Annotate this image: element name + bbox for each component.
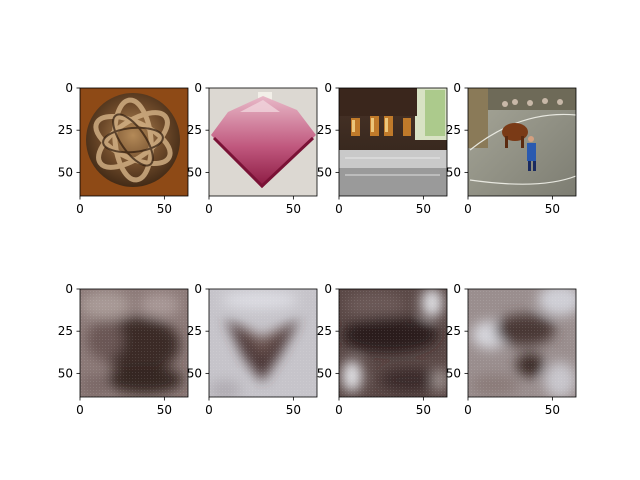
y-tick-label-r2c3-0: 0 [324, 282, 332, 296]
x-tick-label-r1c3-50: 50 [416, 202, 431, 216]
x-tick-label-r1c4-0: 0 [464, 202, 472, 216]
axes-layer: 0 50 0 25 50 0 50 0 25 50 0 50 0 25 50 0 50 0 25 50 0 50 0 25 50… [58, 81, 577, 417]
x-tick-label-r2c2-50: 50 [286, 403, 301, 417]
axes-frame-r2c2 [208, 288, 318, 398]
image-recon-1 [80, 289, 188, 397]
y-tick-label-r1c3-0: 0 [324, 81, 332, 95]
axes-frame-r2c3 [338, 288, 448, 398]
x-tick-label-r1c1-0: 0 [76, 202, 84, 216]
y-tick-label-r2c1-0: 0 [65, 282, 73, 296]
y-tick-label-r1c4-50: 50 [446, 165, 461, 179]
y-tick-label-r1c1-0: 0 [65, 81, 73, 95]
image-recon-4 [468, 289, 576, 397]
image-rattan-ball [80, 88, 188, 196]
y-tick-label-r1c3-25: 25 [317, 123, 332, 137]
axes-frame-r1c2 [208, 87, 318, 197]
x-tick-label-r2c4-50: 50 [545, 403, 560, 417]
y-tick-label-r2c1-50: 50 [58, 366, 73, 380]
x-tick-label-r2c3-0: 0 [335, 403, 343, 417]
image-poncho [209, 88, 317, 196]
x-tick-label-r2c1-50: 50 [157, 403, 172, 417]
y-tick-label-r1c4-0: 0 [453, 81, 461, 95]
y-tick-label-r1c4-25: 25 [446, 123, 461, 137]
y-tick-label-r2c2-0: 0 [194, 282, 202, 296]
x-tick-label-r2c2-0: 0 [205, 403, 213, 417]
y-tick-label-r1c2-50: 50 [187, 165, 202, 179]
x-tick-label-r2c4-0: 0 [464, 403, 472, 417]
x-tick-label-r1c3-0: 0 [335, 202, 343, 216]
x-tick-label-r1c1-50: 50 [157, 202, 172, 216]
x-tick-label-r2c3-50: 50 [416, 403, 431, 417]
y-tick-label-r1c1-50: 50 [58, 165, 73, 179]
y-tick-label-r2c4-0: 0 [453, 282, 461, 296]
image-recon-2 [209, 289, 317, 397]
x-tick-label-r1c4-50: 50 [545, 202, 560, 216]
y-tick-label-r1c2-25: 25 [187, 123, 202, 137]
y-tick-label-r2c3-25: 25 [317, 324, 332, 338]
y-tick-label-r1c1-25: 25 [58, 123, 73, 137]
y-tick-label-r2c2-25: 25 [187, 324, 202, 338]
x-tick-label-r1c2-0: 0 [205, 202, 213, 216]
y-tick-label-r2c3-50: 50 [317, 366, 332, 380]
y-tick-label-r2c2-50: 50 [187, 366, 202, 380]
x-tick-label-r2c1-0: 0 [76, 403, 84, 417]
y-tick-label-r1c2-0: 0 [194, 81, 202, 95]
y-tick-label-r2c4-50: 50 [446, 366, 461, 380]
image-glasses-bar [339, 88, 447, 196]
axes-frame-r1c1 [79, 87, 189, 197]
axes-frame-r2c1 [79, 288, 189, 398]
axes-frame-r1c4 [467, 87, 577, 197]
x-tick-label-r1c2-50: 50 [286, 202, 301, 216]
y-tick-label-r1c3-50: 50 [317, 165, 332, 179]
image-horse-arena [468, 88, 576, 196]
axes-frame-r2c4 [467, 288, 577, 398]
image-recon-3 [339, 289, 447, 397]
axes-frame-r1c3 [338, 87, 448, 197]
y-tick-label-r2c1-25: 25 [58, 324, 73, 338]
y-tick-label-r2c4-25: 25 [446, 324, 461, 338]
